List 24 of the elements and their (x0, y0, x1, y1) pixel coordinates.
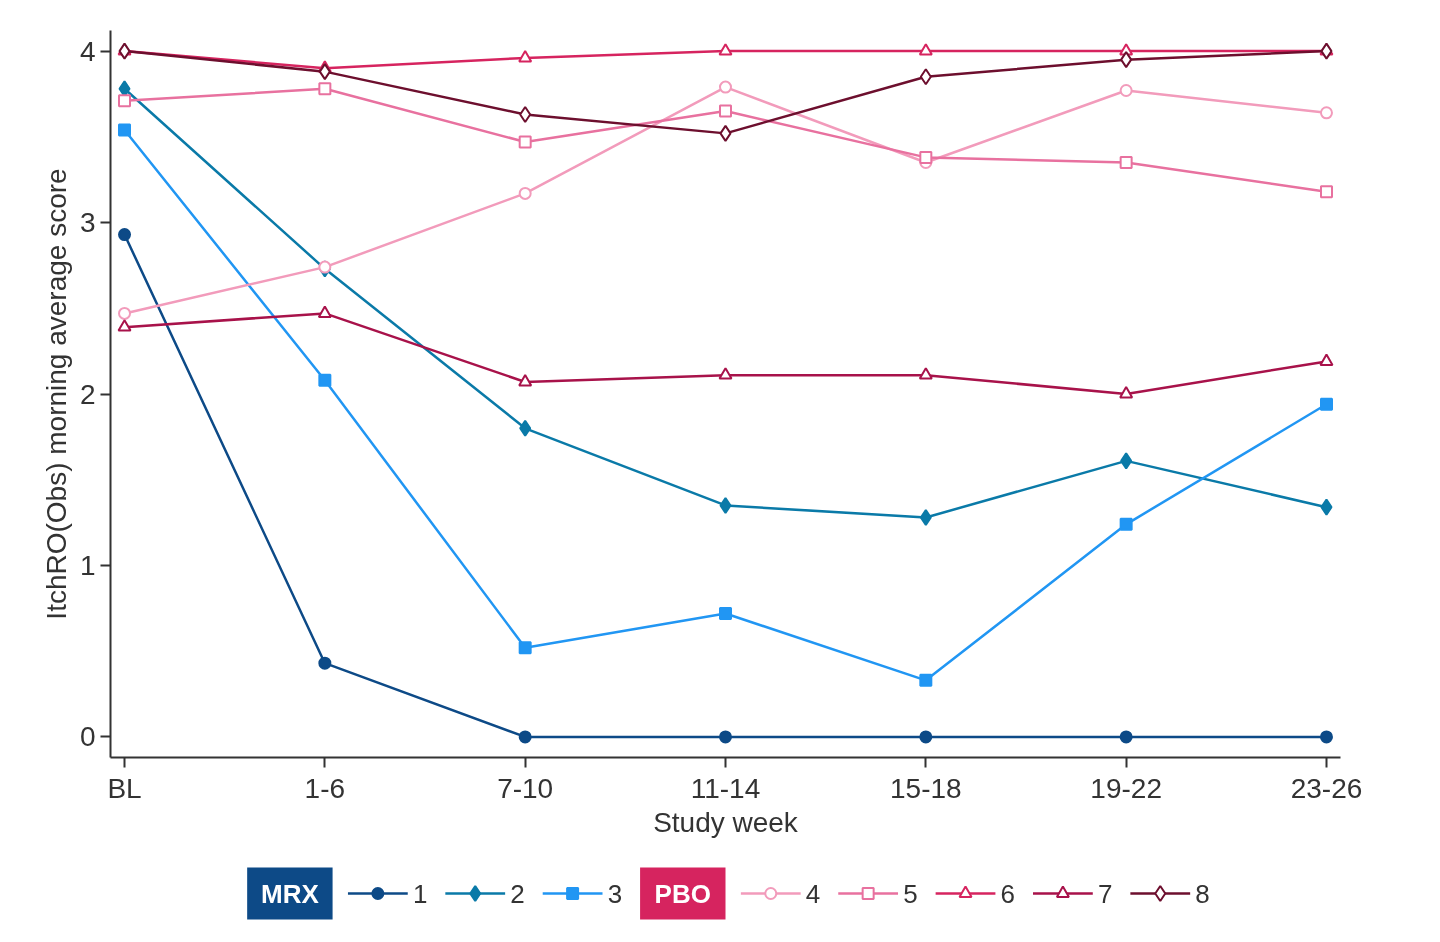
text: PBO (654, 878, 711, 909)
x-axis-title: Study week (653, 806, 799, 838)
y-tick-label: 0 (79, 721, 96, 753)
legend-label: 6 (1000, 878, 1016, 909)
x-tick-label: 23-26 (1290, 772, 1363, 804)
y-tick-label: 4 (79, 35, 96, 67)
legend-label: 8 (1195, 878, 1210, 909)
legend-label: 2 (510, 878, 525, 909)
y-tick-label: 2 (79, 378, 96, 410)
x-tick-label: 15-18 (890, 772, 962, 804)
legend-label: 4 (805, 878, 821, 909)
y-axis-title: ItchRO(Obs) morning average score (40, 168, 72, 620)
legend-label: 1 (412, 878, 428, 909)
legend-label: 3 (607, 878, 623, 909)
x-tick-label: 7-10 (497, 772, 554, 804)
y-tick-label: 3 (79, 207, 96, 239)
legend-label: 5 (903, 878, 918, 909)
x-tick-label: BL (107, 772, 142, 804)
x-tick-label: 1-6 (304, 772, 346, 804)
text: MRX (260, 878, 320, 909)
x-tick-label: 19-22 (1090, 772, 1162, 804)
x-tick-label: 11-14 (690, 772, 761, 804)
legend-label: 7 (1097, 878, 1113, 909)
y-tick-label: 1 (79, 549, 96, 581)
